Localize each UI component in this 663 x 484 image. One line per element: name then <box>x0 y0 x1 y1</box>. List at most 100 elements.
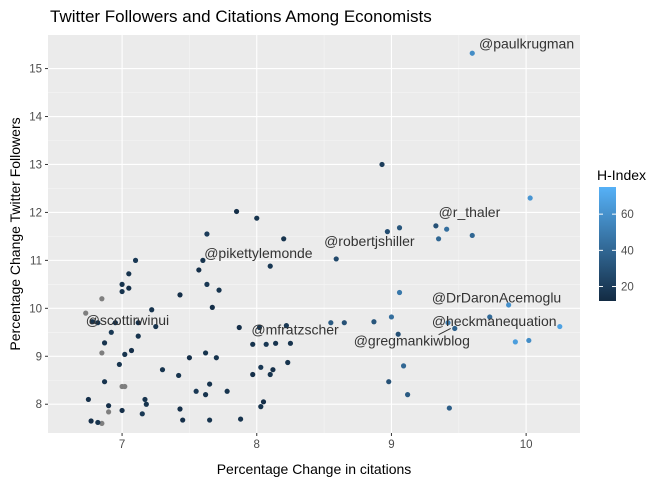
legend-ticks: 20 40 60 <box>599 209 634 294</box>
y-tick-label: 11 <box>30 255 42 267</box>
point-annotation: @mfratzscher <box>251 322 339 338</box>
data-point <box>283 322 289 329</box>
data-point <box>506 302 512 308</box>
data-point <box>395 331 401 337</box>
point-annotation: @DrDaronAcemoglu <box>432 290 561 306</box>
data-point <box>260 399 267 405</box>
data-point <box>452 325 458 332</box>
data-point <box>180 417 186 423</box>
legend-title: H-Index <box>597 167 646 183</box>
data-point <box>132 257 139 263</box>
data-point <box>445 320 451 326</box>
data-point <box>287 340 294 346</box>
data-point <box>99 296 105 302</box>
data-point <box>202 350 209 356</box>
data-point <box>99 350 105 356</box>
data-point <box>200 257 206 263</box>
data-point <box>122 351 128 357</box>
data-point <box>108 329 114 335</box>
point-annotation: @pikettylemonde <box>204 245 313 261</box>
data-point <box>435 236 442 242</box>
data-point <box>99 420 105 427</box>
data-point <box>159 367 166 373</box>
point-annotation: @robertjshiller <box>324 233 415 249</box>
data-point <box>112 320 118 326</box>
x-tick-label: 7 <box>119 439 125 451</box>
data-point <box>202 392 209 398</box>
data-point <box>95 419 101 426</box>
data-point <box>85 396 92 403</box>
legend-tick-label: 60 <box>621 209 634 221</box>
data-point <box>106 409 112 415</box>
legend-tick-label: 20 <box>621 282 634 294</box>
data-point <box>433 223 439 229</box>
data-point <box>106 403 112 409</box>
y-axis-title: Percentage Change Twitter Followers <box>7 117 23 350</box>
data-point <box>386 379 392 385</box>
data-point <box>224 388 230 394</box>
data-point <box>122 383 128 390</box>
data-point <box>142 396 148 403</box>
point-annotation: @heckmanequation <box>432 313 557 329</box>
data-point <box>139 411 145 417</box>
y-tick-label: 8 <box>36 399 42 411</box>
x-axis-title: Percentage Change in citations <box>217 461 412 477</box>
data-point <box>186 355 193 361</box>
point-annotation: @paulkrugman <box>479 35 574 51</box>
data-point <box>216 287 222 293</box>
data-point <box>396 225 403 231</box>
data-point <box>176 372 182 379</box>
point-annotation: @scottirwinui <box>86 312 169 328</box>
data-point <box>487 314 493 320</box>
data-point <box>101 340 108 346</box>
data-point <box>204 281 210 287</box>
data-point <box>328 320 334 326</box>
data-point <box>128 347 135 354</box>
data-point <box>237 416 244 422</box>
data-point <box>446 405 452 411</box>
data-point <box>400 363 407 369</box>
data-point <box>469 232 475 239</box>
data-point <box>469 50 475 56</box>
data-point <box>135 320 141 326</box>
data-point <box>379 161 385 168</box>
data-point <box>256 324 263 331</box>
data-point <box>526 337 532 344</box>
data-point <box>250 371 256 378</box>
data-point <box>273 340 279 346</box>
data-point <box>384 229 391 235</box>
x-tick-label: 9 <box>388 439 394 451</box>
gridlines <box>48 35 580 433</box>
data-point <box>250 341 256 347</box>
y-tick-label: 12 <box>29 207 42 219</box>
data-point <box>444 226 450 232</box>
data-point <box>119 407 125 414</box>
legend-colorbar <box>599 187 616 301</box>
data-point <box>213 355 219 361</box>
data-point <box>285 359 291 366</box>
axis-ticks: 7 8 9 10 8 9 10 11 12 13 14 15 <box>29 64 532 451</box>
data-point <box>193 388 199 394</box>
point-annotation: @gregmankiwblog <box>354 333 470 349</box>
data-point <box>119 288 125 295</box>
data-point <box>341 320 347 326</box>
data-point <box>512 339 518 345</box>
data-point <box>126 271 132 277</box>
data-point <box>95 320 101 326</box>
data-point <box>83 310 89 316</box>
data-point <box>388 314 395 320</box>
data-point <box>236 324 242 331</box>
data-point <box>258 404 264 410</box>
data-point <box>209 304 215 310</box>
data-point <box>527 195 533 201</box>
data-point <box>207 381 213 387</box>
y-tick-label: 14 <box>29 112 42 124</box>
y-tick-label: 10 <box>29 303 42 315</box>
data-point <box>126 285 132 291</box>
data-point <box>371 319 377 325</box>
data-point <box>263 341 269 347</box>
data-point <box>557 323 563 330</box>
data-point <box>149 307 155 313</box>
y-tick-label: 15 <box>29 64 42 76</box>
